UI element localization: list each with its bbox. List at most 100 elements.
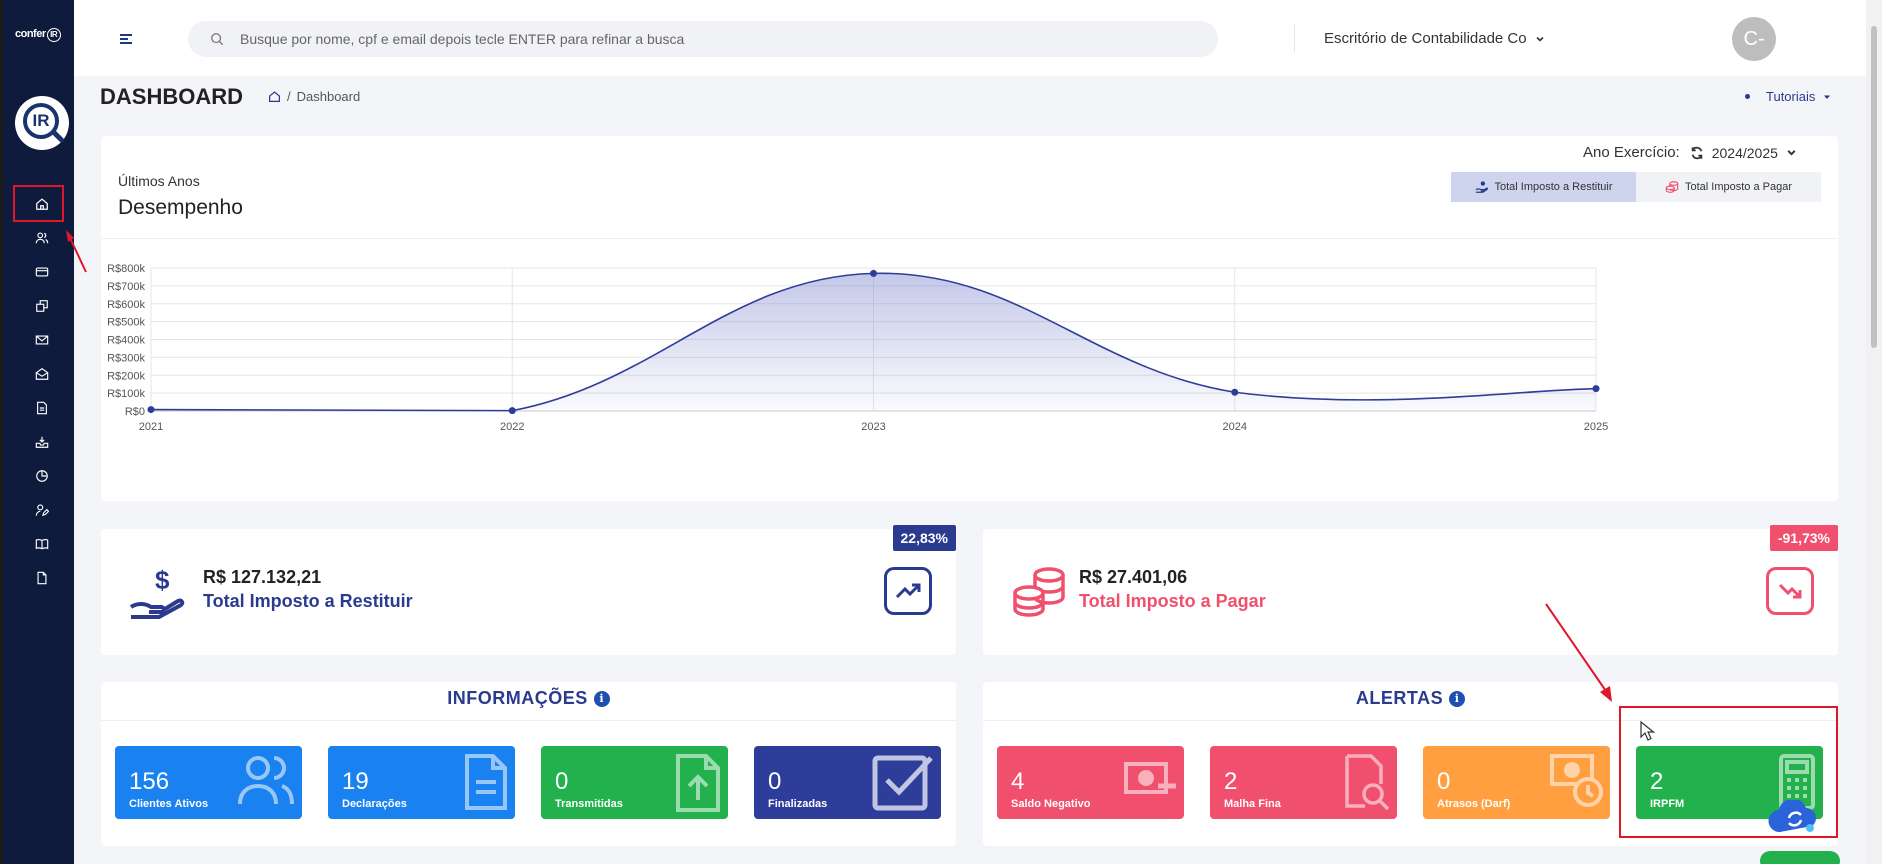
sidebar-item-mail-open[interactable] xyxy=(27,363,57,385)
y-tick-label: R$800k xyxy=(107,263,145,275)
sidebar-item-clients[interactable] xyxy=(27,227,57,249)
office-select[interactable]: Escritório de Contabilidade Co xyxy=(1324,30,1545,47)
alertas-title-text: ALERTAS xyxy=(1355,688,1444,708)
user-edit-icon xyxy=(35,504,49,517)
sidebar-item-documents[interactable] xyxy=(27,397,57,419)
money-minus-icon xyxy=(1124,762,1176,794)
sync-cloud-icon[interactable] xyxy=(1766,800,1824,834)
tile-count: 0 xyxy=(768,768,782,795)
money-clock-icon xyxy=(1550,754,1603,807)
users-icon xyxy=(35,232,49,244)
sidebar-item-book[interactable] xyxy=(27,533,57,555)
chart-data-point[interactable] xyxy=(508,407,516,415)
stat-card-restituir: $ R$ 127.132,21 Total Imposto a Restitui… xyxy=(101,525,956,655)
sidebar-item-cards[interactable] xyxy=(27,261,57,283)
x-tick-label: 2025 xyxy=(1584,421,1608,433)
info-icon[interactable]: i xyxy=(1449,691,1466,707)
chat-button[interactable] xyxy=(1760,851,1840,864)
annotation-box-home xyxy=(13,185,64,222)
coins-icon xyxy=(1011,565,1071,626)
chevron-down-icon xyxy=(1787,150,1796,156)
tile-clientes-ativos[interactable]: 156 Clientes Ativos xyxy=(115,746,302,819)
sidebar-item-reports[interactable] xyxy=(27,465,57,487)
stat-label: Total Imposto a Pagar xyxy=(1079,591,1266,611)
tile-count: 19 xyxy=(342,768,369,795)
hand-money-icon xyxy=(1475,181,1488,193)
tile-transmitidas[interactable]: 0 Transmitidas xyxy=(541,746,728,819)
chart-subtitle: Últimos Anos xyxy=(118,173,200,189)
chevron-down-icon xyxy=(1536,36,1544,42)
informacoes-title: INFORMAÇÕES i xyxy=(101,688,956,709)
coins-icon xyxy=(1665,181,1679,193)
trend-up-icon xyxy=(884,567,932,615)
info-icon[interactable]: i xyxy=(593,691,610,707)
breadcrumb: / Dashboard xyxy=(268,89,360,104)
pie-chart-icon xyxy=(36,470,48,482)
office-select-value: Escritório de Contabilidade Co xyxy=(1324,30,1527,47)
tile-atrasos-darf[interactable]: 0 Atrasos (Darf) xyxy=(1423,746,1610,819)
brand-logo[interactable]: IR xyxy=(15,96,69,150)
svg-text:$: $ xyxy=(155,565,170,595)
ano-exercicio: Ano Exercício: 2024/2025 xyxy=(1583,144,1797,161)
tab-total-restituir[interactable]: Total Imposto a Restituir xyxy=(1451,172,1636,202)
tile-count: 156 xyxy=(129,768,170,795)
tile-label: Clientes Ativos xyxy=(129,798,209,810)
tile-declaracoes[interactable]: 19 Declarações xyxy=(328,746,515,819)
sidebar-item-inbox[interactable] xyxy=(27,431,57,453)
breadcrumb-separator: / xyxy=(287,89,291,104)
alertas-panel: ALERTAS i 4 Saldo Negativo 2 Malha Fina 0… xyxy=(983,682,1838,846)
y-tick-label: R$700k xyxy=(107,281,145,293)
sidebar-item-home[interactable] xyxy=(27,193,57,215)
page-title: DASHBOARD xyxy=(100,84,243,109)
search-input[interactable] xyxy=(240,29,1180,49)
sidebar: confer IR IR xyxy=(0,0,74,864)
tile-count: 0 xyxy=(555,768,569,795)
chart-area-fill xyxy=(151,273,1596,411)
home-icon[interactable] xyxy=(268,90,281,103)
tile-count: 2 xyxy=(1224,768,1238,795)
file-upload-icon xyxy=(676,754,720,812)
refresh-icon xyxy=(1691,146,1702,159)
annotation-arrow-home xyxy=(66,230,87,273)
chart-data-point[interactable] xyxy=(1231,388,1239,396)
performance-card: Últimos Anos Desempenho Ano Exercício: 2… xyxy=(101,136,1838,501)
tile-finalizadas[interactable]: 0 Finalizadas xyxy=(754,746,941,819)
tab-label: Total Imposto a Pagar xyxy=(1684,181,1792,193)
y-tick-label: R$200k xyxy=(107,370,145,382)
sidebar-item-file[interactable] xyxy=(27,567,57,589)
y-tick-label: R$400k xyxy=(107,335,145,347)
chart-data-point[interactable] xyxy=(870,269,877,277)
chart-data-point[interactable] xyxy=(1592,385,1600,393)
tutoriais-dropdown[interactable]: Tutoriais xyxy=(1745,89,1831,104)
stat-amount: R$ 27.401,06 xyxy=(1079,567,1188,587)
tile-malha-fina[interactable]: 2 Malha Fina xyxy=(1210,746,1397,819)
sidebar-item-files[interactable] xyxy=(27,295,57,317)
tile-label: Malha Fina xyxy=(1224,798,1281,810)
tile-label: IRPFM xyxy=(1650,798,1685,810)
mouse-cursor-icon xyxy=(1640,720,1655,741)
informacoes-panel: INFORMAÇÕES i 156 Clientes Ativos 19 Decl… xyxy=(101,682,956,846)
tab-total-pagar[interactable]: Total Imposto a Pagar xyxy=(1636,172,1821,202)
trend-down-icon xyxy=(1766,567,1814,615)
user-avatar[interactable]: C- xyxy=(1732,17,1776,61)
tile-saldo-negativo[interactable]: 4 Saldo Negativo xyxy=(997,746,1184,819)
document-icon xyxy=(465,754,507,810)
tab-label: Total Imposto a Restituir xyxy=(1494,181,1613,193)
caret-down-icon xyxy=(1824,95,1831,99)
tile-count: 0 xyxy=(1437,768,1451,795)
top-header: Escritório de Contabilidade Co C- xyxy=(74,0,1882,76)
page-scrollbar[interactable] xyxy=(1866,0,1882,864)
sidebar-item-mail[interactable] xyxy=(27,329,57,351)
chart-data-point[interactable] xyxy=(147,406,155,414)
document-icon xyxy=(37,401,47,415)
y-tick-label: R$300k xyxy=(107,352,145,364)
tile-label: Saldo Negativo xyxy=(1011,798,1091,810)
menu-toggle-icon[interactable] xyxy=(120,34,132,46)
y-tick-label: R$100k xyxy=(107,388,145,400)
hand-money-icon: $ xyxy=(129,565,189,626)
file-search-icon xyxy=(1345,754,1390,811)
ano-exercicio-select[interactable]: 2024/2025 xyxy=(1690,145,1797,161)
informacoes-title-text: INFORMAÇÕES xyxy=(447,688,588,708)
sidebar-item-user-edit[interactable] xyxy=(27,499,57,521)
search-icon xyxy=(211,33,224,46)
